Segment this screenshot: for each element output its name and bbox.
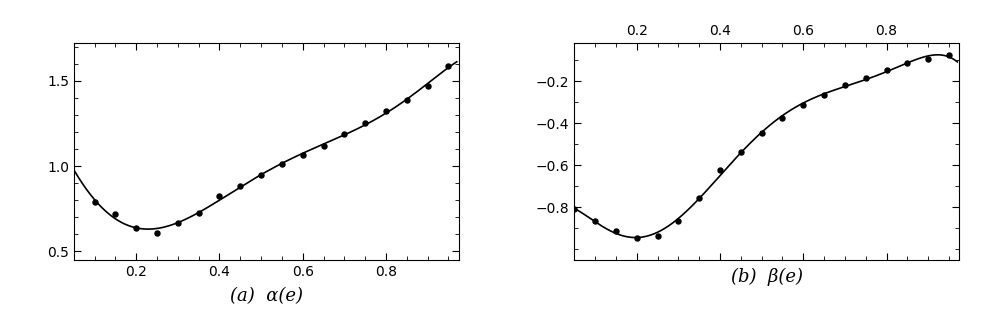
Point [733, 149, 749, 154]
Point [337, 131, 352, 136]
Point [441, 64, 457, 69]
Point [191, 210, 207, 215]
Point [774, 115, 790, 121]
Point [817, 92, 832, 98]
X-axis label: (b)  β(e): (b) β(e) [731, 268, 803, 286]
Point [567, 207, 583, 212]
Point [649, 233, 665, 238]
Point [128, 225, 144, 231]
Point [629, 235, 645, 240]
Point [378, 108, 394, 113]
Point [316, 144, 332, 149]
Point [712, 168, 728, 173]
Point [899, 61, 915, 66]
Point [837, 83, 853, 88]
Point [795, 103, 811, 108]
Point [357, 121, 373, 126]
Point [670, 218, 686, 223]
Point [587, 218, 603, 223]
Point [399, 98, 414, 103]
Point [212, 193, 227, 198]
Point [920, 56, 936, 62]
Point [941, 53, 956, 58]
Point [107, 211, 123, 216]
Point [253, 173, 269, 178]
Point [879, 68, 894, 73]
Point [692, 195, 707, 200]
Point [295, 152, 311, 158]
Point [420, 83, 436, 89]
Point [170, 220, 186, 226]
X-axis label: (a)  α(e): (a) α(e) [230, 287, 303, 305]
Point [275, 162, 290, 167]
Point [150, 231, 165, 236]
Point [87, 199, 102, 204]
Point [232, 183, 248, 188]
Point [608, 229, 624, 234]
Point [754, 130, 769, 135]
Point [858, 75, 874, 80]
